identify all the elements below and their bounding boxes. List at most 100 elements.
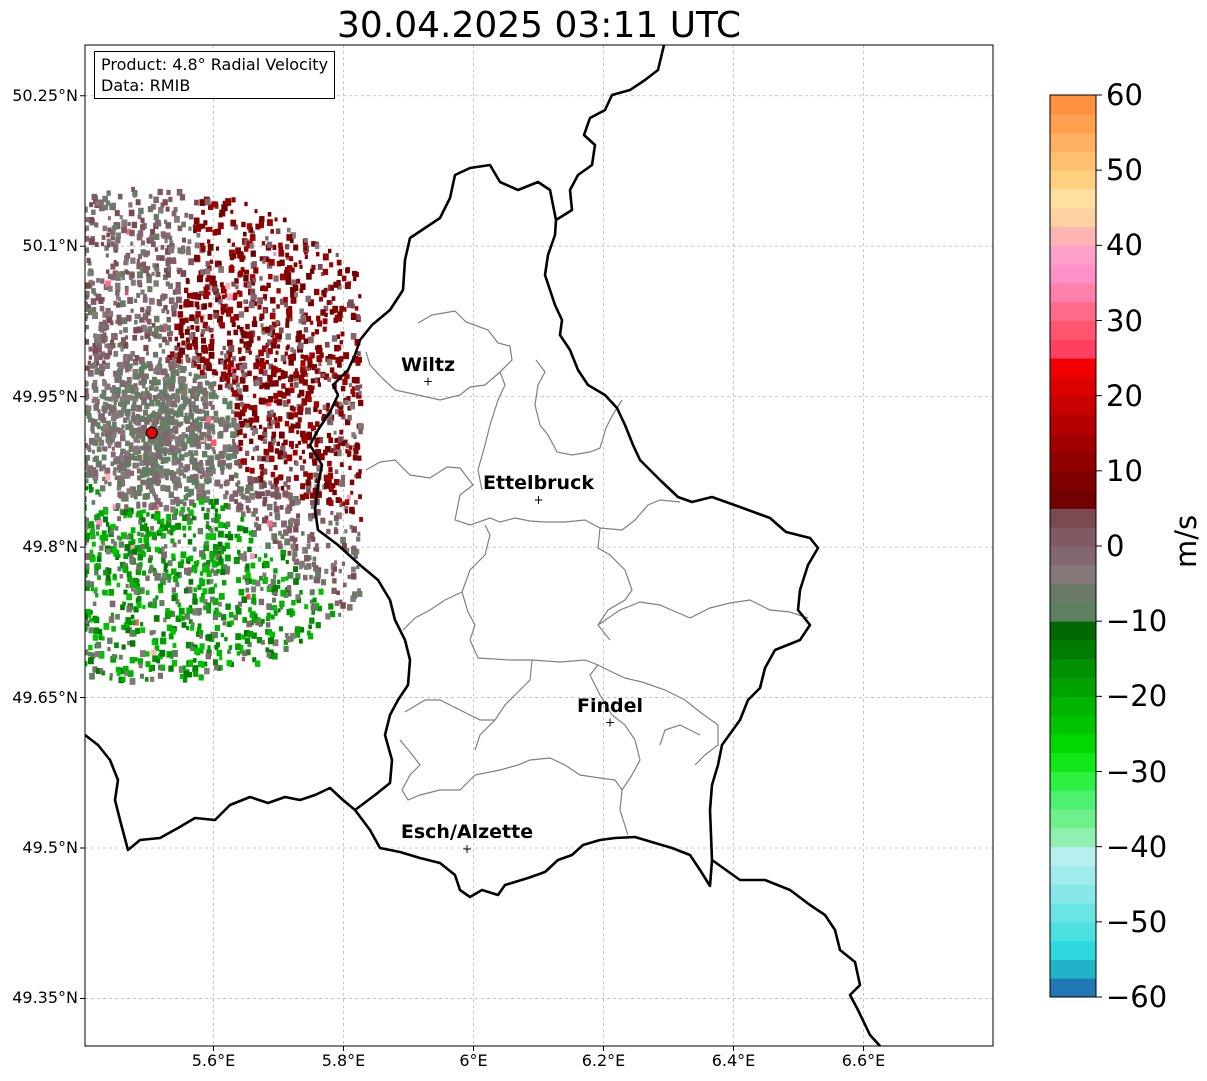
radar-echo-cell (66, 266, 72, 273)
radar-echo-cell (253, 425, 257, 430)
radar-echo-cell (175, 296, 181, 303)
radar-echo-cell (35, 372, 40, 378)
radar-echo-cell (85, 301, 88, 308)
radar-echo-cell (341, 275, 347, 282)
radar-echo-cell (253, 267, 259, 274)
radar-echo-cell (183, 567, 190, 575)
radar-echo-cell (5, 620, 10, 626)
radar-echo-cell (40, 307, 44, 312)
radar-echo-cell (184, 613, 191, 620)
radar-echo-cell (29, 374, 33, 379)
radar-echo-cell (177, 409, 184, 417)
radar-echo-cell (341, 441, 346, 447)
radar-echo-cell (154, 247, 159, 252)
colorbar-swatch (1050, 827, 1096, 848)
radar-echo-cell (188, 605, 193, 610)
radar-echo-cell (57, 654, 63, 661)
radar-echo-cell (119, 300, 126, 308)
radar-echo-cell (17, 423, 20, 427)
radar-echo-cell (151, 420, 157, 428)
radar-echo-cell (180, 270, 187, 277)
radar-echo-cell (236, 577, 242, 584)
radar-echo-cell (113, 243, 119, 251)
radar-echo-cell (192, 658, 197, 663)
radar-echo-cell (306, 488, 311, 494)
radar-echo-cell (151, 649, 157, 656)
colorbar-swatch (1050, 677, 1096, 697)
radar-echo-cell (101, 541, 106, 546)
radar-echo-cell (162, 377, 166, 382)
radar-echo-cell (59, 422, 63, 427)
radar-echo-cell (256, 637, 263, 644)
radar-echo-cell (24, 334, 29, 340)
radar-echo-cell (6, 416, 10, 421)
radar-echo-cell (37, 599, 41, 604)
radar-echo-cell (0, 285, 2, 291)
radar-echo-cell (201, 506, 205, 512)
radar-echo-cell (339, 599, 343, 604)
radar-echo-cell (241, 656, 246, 662)
radar-echo-cell (255, 524, 262, 531)
radar-echo-cell (194, 350, 199, 355)
radar-echo-cell (242, 650, 248, 657)
radar-echo-cell (166, 257, 172, 263)
radar-echo-cell (105, 522, 110, 527)
radar-echo-cell (17, 638, 21, 643)
radar-echo-cell (63, 221, 68, 227)
radar-echo-cell (266, 415, 273, 422)
radar-echo-cell (107, 427, 113, 433)
radar-echo-cell (109, 435, 115, 442)
radar-echo-cell (145, 651, 150, 657)
radar-echo-cell (207, 455, 214, 463)
radar-echo-cell (296, 278, 301, 284)
radar-echo-cell (116, 441, 122, 448)
radar-echo-cell (339, 340, 343, 345)
radar-echo-cell (188, 300, 194, 308)
radar-echo-cell (335, 449, 342, 457)
radar-echo-cell (168, 196, 173, 203)
radar-echo-cell (117, 475, 123, 482)
radar-echo-cell (102, 319, 106, 325)
radar-echo-cell (108, 481, 112, 487)
radar-echo-cell (253, 418, 257, 423)
radar-echo-cell (120, 455, 125, 461)
radar-echo-cell (176, 421, 182, 428)
radar-echo-cell (13, 437, 17, 442)
radar-echo-cell (329, 262, 334, 268)
radar-echo-cell (22, 321, 27, 327)
radar-echo-cell (110, 202, 117, 210)
radar-echo-cell (8, 437, 12, 442)
radar-echo-cell (231, 374, 237, 380)
radar-echo-cell (349, 524, 353, 530)
radar-echo-cell (200, 245, 206, 252)
radar-echo-cell (316, 465, 322, 472)
radar-echo-cell (152, 502, 158, 509)
radar-echo-cell (356, 392, 362, 399)
radar-echo-cell (108, 589, 115, 596)
radar-echo-cell (149, 236, 153, 242)
radar-echo-cell (41, 556, 46, 562)
radar-echo-cell (174, 393, 180, 400)
radar-echo-cell (192, 593, 197, 599)
radar-echo-cell (178, 388, 183, 394)
radar-echo-cell (137, 595, 142, 602)
radar-echo-cell (184, 513, 191, 521)
radar-echo-cell (0, 557, 3, 563)
radar-echo-cell (313, 406, 318, 413)
radar-echo-cell (48, 587, 52, 592)
radar-echo-cell (198, 674, 204, 681)
radar-echo-cell (85, 567, 90, 574)
radar-echo-cell (164, 426, 171, 433)
radar-echo-cell (113, 350, 119, 357)
radar-echo-cell (271, 431, 277, 438)
radar-echo-cell (128, 366, 132, 372)
radar-echo-cell (62, 323, 67, 329)
radar-echo-cell (88, 484, 93, 489)
radar-echo-cell (170, 506, 176, 513)
radar-echo-cell (177, 561, 184, 569)
radar-echo-cell (68, 663, 73, 669)
radar-echo-cell (187, 567, 193, 574)
radar-echo-cell (290, 290, 296, 298)
radar-echo-cell (245, 404, 249, 409)
radar-echo-cell (269, 557, 274, 562)
